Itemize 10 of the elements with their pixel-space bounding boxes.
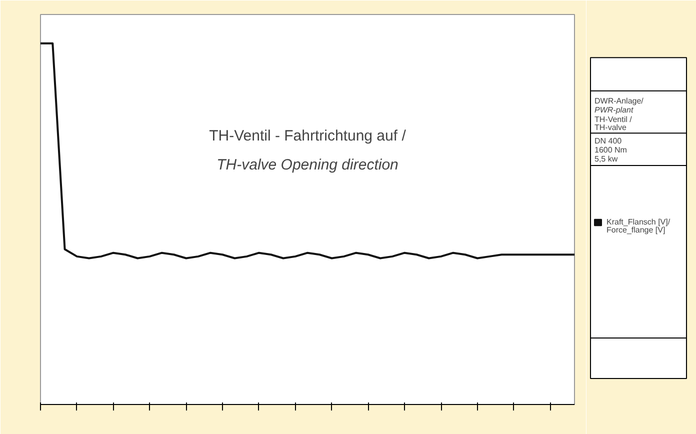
text: TH-Ventil / [594, 115, 633, 124]
annotation: TH-Ventil - Fahrtrichtung auf / [209, 128, 407, 144]
text: TH-valve [594, 123, 628, 132]
text: DWR-Anlage/ [594, 96, 644, 106]
legend-label: Kraft_Flansch [V]/ Force_flange [V] [606, 218, 671, 235]
annotation: TH-valve Opening direction [216, 156, 398, 174]
text: 1600 Nm [594, 146, 628, 155]
text: 5,5 kw [594, 154, 618, 164]
text: DN 400 [594, 136, 622, 146]
text: PWR-plant [594, 105, 634, 114]
